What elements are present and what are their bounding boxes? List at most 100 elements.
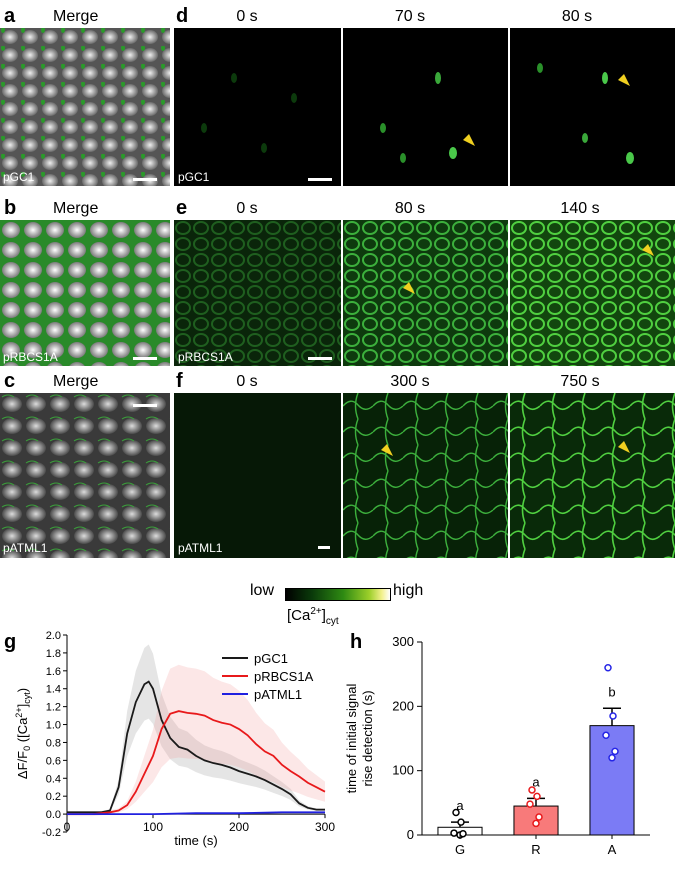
colorbar-low-label: low: [250, 582, 275, 599]
bar-A: [589, 725, 635, 836]
x-tick-label: 0: [64, 820, 71, 834]
timelapse-f-750s: [510, 393, 675, 558]
y-tick-label: 100: [392, 763, 414, 778]
merge-header-c: Merge: [53, 373, 99, 390]
y-tick-label: 0.6: [46, 755, 61, 767]
data-point-G: [457, 818, 465, 826]
series-line-pRBCS1A: [67, 710, 326, 815]
colorbar: [285, 588, 391, 601]
y-axis-label: ΔF/F0 ([Ca2+]cyt): [14, 688, 32, 779]
error-band-pGC1: [67, 644, 325, 814]
time-label-f0: 0 s: [236, 373, 258, 390]
y-tick-label: 1.6: [46, 666, 61, 678]
legend-label-pRBCS1A: pRBCS1A: [254, 669, 314, 684]
time-label-e0: 0 s: [236, 200, 258, 217]
scale-bar-e: [308, 357, 332, 360]
time-label-d0: 0 s: [236, 8, 258, 25]
scale-bar-f: [318, 546, 330, 549]
timelapse-d-70s: [343, 28, 508, 186]
x-tick-label: 300: [315, 820, 335, 834]
merge-image-a: [0, 28, 170, 186]
significance-label-G: a: [456, 798, 464, 813]
image-tag-f: pATML1: [178, 541, 223, 555]
timelapse-f-300s: [343, 393, 508, 558]
data-point-R: [535, 813, 543, 821]
y-tick-label: 1.4: [46, 684, 61, 696]
panel-label-e: e: [176, 197, 188, 219]
y-tick-label: -0.2: [42, 827, 61, 839]
y-tick-label: 1.0: [46, 720, 61, 732]
y-axis-label-line2: rise detection (s): [360, 690, 375, 786]
image-tag-a: pGC1: [3, 170, 35, 184]
x-axis-label: time (s): [174, 833, 217, 848]
image-tag-b: pRBCS1A: [3, 350, 58, 364]
y-tick-label: 0.0: [46, 809, 61, 821]
y-tick-label: 200: [392, 698, 414, 713]
timelapse-e-140s: [510, 220, 675, 366]
x-tick-label-A: A: [608, 842, 617, 857]
panel-label-h: h: [350, 631, 363, 653]
chart-h: 0 100 200 300 time of initial signal rise det…: [344, 634, 650, 857]
legend-label-pATML1: pATML1: [254, 687, 302, 702]
y-tick-label: 0.4: [46, 773, 61, 785]
data-point-R: [528, 786, 536, 794]
data-point-A: [602, 731, 610, 740]
timelapse-d-0s: [174, 28, 341, 186]
panel-label-g: g: [4, 631, 17, 653]
y-tick-label: 2.0: [46, 630, 61, 642]
y-tick-label: 0: [407, 827, 414, 842]
significance-label-R: a: [532, 774, 540, 789]
image-tag-c: pATML1: [3, 541, 48, 555]
data-point-R: [532, 819, 540, 828]
x-tick-label: 100: [143, 820, 163, 834]
merge-header-b: Merge: [53, 200, 99, 217]
data-point-R: [533, 792, 541, 801]
data-point-G: [459, 829, 467, 838]
data-point-R: [526, 800, 534, 808]
scale-bar-b: [133, 357, 157, 360]
timelapse-d-80s: [510, 28, 675, 186]
panel-label-b: b: [4, 197, 17, 219]
y-tick-label: 1.2: [46, 702, 61, 714]
legend-label-pGC1: pGC1: [254, 651, 288, 666]
significance-label-A: b: [608, 684, 615, 699]
y-tick-label: 0.8: [46, 737, 61, 749]
y-tick-label: 1.8: [46, 648, 61, 660]
x-tick-label-G: G: [455, 842, 465, 857]
error-band-pRBCS1A: [67, 664, 325, 817]
timelapse-e-80s: [343, 220, 508, 366]
scale-bar-c: [133, 404, 157, 407]
series-line-pGC1: [67, 680, 325, 814]
time-label-e2: 140 s: [560, 200, 600, 217]
x-tick-label: 200: [229, 820, 249, 834]
timelapse-f-0s: [174, 393, 341, 558]
panel-label-f: f: [176, 370, 183, 392]
data-point-G: [450, 829, 458, 837]
x-tick-label-R: R: [531, 842, 540, 857]
y-axis-label-line1: time of initial signal: [344, 683, 359, 793]
data-point-A: [608, 754, 616, 762]
scale-bar-d: [308, 178, 332, 181]
y-tick-label: 300: [392, 634, 414, 649]
panel-label-d: d: [176, 5, 189, 27]
merge-header-a: Merge: [53, 8, 99, 25]
y-tick-label: 0.2: [46, 791, 61, 803]
timelapse-e-0s: [174, 220, 341, 366]
colorbar-label: [Ca2+]cyt: [287, 606, 339, 627]
image-tag-e: pRBCS1A: [178, 350, 233, 364]
time-label-f1: 300 s: [390, 373, 430, 390]
panel-label-a: a: [4, 5, 16, 27]
time-label-d1: 70 s: [394, 8, 426, 25]
image-tag-d: pGC1: [178, 170, 210, 184]
colorbar-high-label: high: [393, 582, 424, 599]
merge-image-b: [0, 220, 170, 366]
data-point-A: [611, 747, 619, 756]
panel-label-c: c: [4, 370, 16, 392]
series-line-pATML1: [67, 811, 325, 815]
time-label-f2: 750 s: [560, 373, 600, 390]
merge-image-c: [0, 393, 170, 558]
data-point-A: [609, 712, 617, 720]
data-point-A: [604, 663, 612, 672]
time-label-d2: 80 s: [561, 8, 593, 25]
scale-bar-a: [133, 178, 157, 181]
